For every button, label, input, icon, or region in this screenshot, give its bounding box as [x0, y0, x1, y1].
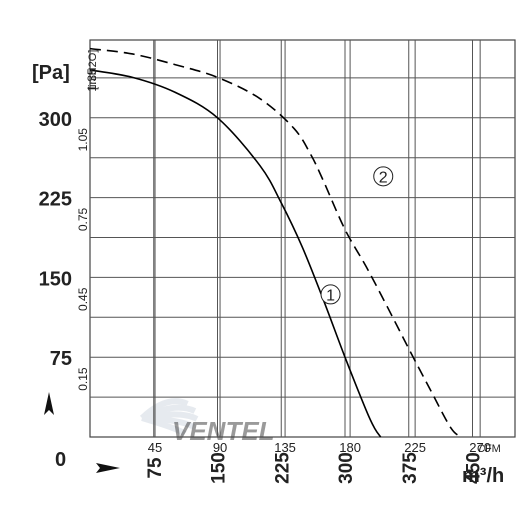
y-axis-arrow-icon [44, 392, 54, 415]
chart-curves: 12 [89, 47, 463, 438]
x-unit-cfm: CFM [477, 443, 501, 455]
chart-grid [89, 39, 516, 438]
y-tick-pa-300: 300 [39, 109, 72, 131]
x-tick-m3h-450: 450 [464, 452, 485, 484]
x-tick-m3h-150: 150 [209, 452, 230, 484]
watermark-blade-3 [141, 411, 199, 422]
plot-frame [89, 39, 516, 438]
x-tick-m3h-75: 75 [145, 457, 166, 479]
x-tick-cfm-180: 180 [339, 440, 361, 455]
watermark-blade-1 [139, 398, 189, 421]
y-unit-inh2o: [in.H2O] [87, 50, 99, 90]
ventel-logo-icon [139, 398, 199, 437]
curve-2 [89, 47, 463, 438]
y-tick-inh2o-0.45: 0.45 [76, 287, 90, 311]
x-tick-m3h-375: 375 [400, 452, 421, 484]
y-tick-inh2o-1.35: 1.35 [85, 68, 99, 92]
x-tick-cfm-135: 135 [274, 440, 296, 455]
x-tick-m3h-225: 225 [272, 452, 293, 484]
y-unit-pa: [Pa] [32, 62, 70, 84]
watermark-blade-2 [140, 404, 197, 421]
y-tick-pa-150: 150 [39, 268, 72, 290]
x-tick-cfm-45: 45 [148, 440, 162, 455]
y-tick-inh2o-1.05: 1.05 [76, 128, 90, 152]
zero-label: 0 [55, 449, 66, 471]
watermark-blade-5 [141, 415, 187, 437]
curve-1-label-circle [320, 284, 341, 305]
chart-labels: [Pa] [in.H2O] CFM m³/h 0 75 150 225 300 0.15… [32, 50, 504, 487]
watermark-blade-4 [141, 415, 196, 430]
x-axis-arrow-icon [96, 463, 120, 473]
x-unit-m3h: m³/h [462, 465, 504, 487]
curve-2-label: 2 [379, 169, 388, 186]
y-tick-pa-225: 225 [39, 189, 72, 211]
watermark-text: VENTEL [172, 416, 275, 446]
axis-arrows [44, 392, 120, 473]
x-tick-cfm-90: 90 [213, 440, 227, 455]
x-tick-cfm-270: 270 [469, 440, 491, 455]
ventel-watermark: VENTEL [139, 398, 275, 446]
curve-1 [89, 69, 382, 438]
y-tick-pa-75: 75 [50, 348, 72, 370]
curve-2-label-circle [373, 166, 394, 187]
curve-1-label: 1 [326, 287, 335, 304]
y-tick-inh2o-0.15: 0.15 [76, 367, 90, 391]
y-tick-inh2o-0.75: 0.75 [76, 207, 90, 231]
x-tick-m3h-300: 300 [336, 452, 357, 484]
x-tick-cfm-225: 225 [404, 440, 426, 455]
